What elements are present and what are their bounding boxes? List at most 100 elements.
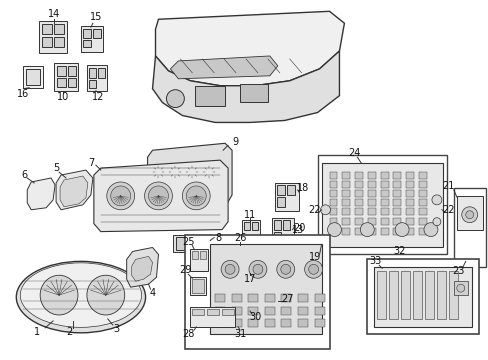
Bar (240, 84, 267, 102)
Bar (87, 65, 106, 91)
Bar (314, 307, 324, 315)
Bar (342, 218, 349, 225)
Bar (317, 155, 446, 255)
Bar (342, 208, 349, 215)
Bar (286, 185, 294, 195)
Ellipse shape (20, 263, 142, 327)
Bar (380, 218, 388, 225)
Bar (424, 271, 433, 319)
Bar (406, 199, 413, 206)
Polygon shape (152, 51, 339, 122)
Bar (271, 218, 293, 243)
Bar (297, 319, 307, 327)
Bar (242, 220, 260, 242)
Text: 23: 23 (452, 266, 464, 276)
Bar (248, 319, 258, 327)
Text: 17: 17 (244, 274, 256, 284)
Bar (412, 271, 421, 319)
Bar (367, 190, 375, 197)
Bar (282, 220, 289, 230)
Bar (380, 172, 388, 179)
Bar (248, 294, 258, 302)
Bar (98, 68, 104, 78)
Bar (222, 309, 234, 315)
Bar (329, 208, 337, 215)
Ellipse shape (152, 166, 164, 178)
Text: 27: 27 (281, 294, 293, 304)
Ellipse shape (111, 186, 130, 206)
Bar (42, 24, 52, 34)
Text: 11: 11 (244, 210, 256, 220)
Bar (329, 190, 337, 197)
Bar (406, 218, 413, 225)
Ellipse shape (461, 207, 477, 223)
Text: 10: 10 (57, 92, 69, 102)
Polygon shape (170, 56, 277, 79)
Bar (244, 222, 249, 230)
Bar (354, 218, 362, 225)
Polygon shape (27, 178, 55, 210)
Bar (406, 172, 413, 179)
Bar (248, 307, 258, 315)
Bar (342, 228, 349, 235)
Ellipse shape (320, 205, 330, 215)
Bar (393, 218, 401, 225)
Text: 29: 29 (179, 265, 191, 275)
Bar (81, 26, 102, 52)
Bar (273, 231, 280, 242)
Bar (200, 251, 206, 260)
Bar (231, 294, 241, 302)
Ellipse shape (144, 182, 172, 210)
Bar (393, 199, 401, 206)
Bar (393, 190, 401, 197)
Text: 5: 5 (53, 163, 59, 173)
Polygon shape (60, 176, 88, 207)
Bar (264, 307, 274, 315)
Bar (89, 80, 96, 88)
Polygon shape (94, 160, 227, 231)
Bar (380, 181, 388, 188)
Text: 26: 26 (233, 233, 246, 243)
Bar (215, 307, 224, 315)
Bar (276, 197, 284, 207)
Text: 25: 25 (182, 237, 194, 247)
Bar (42, 37, 52, 47)
Bar (190, 277, 206, 295)
Bar (354, 199, 362, 206)
Bar (83, 29, 91, 38)
Text: 14: 14 (48, 9, 60, 19)
Bar (93, 29, 101, 38)
Bar (354, 190, 362, 197)
Ellipse shape (394, 223, 408, 237)
Bar (251, 222, 257, 230)
Bar (367, 199, 375, 206)
Bar (329, 228, 337, 235)
Polygon shape (155, 11, 344, 86)
Bar (354, 172, 362, 179)
Ellipse shape (221, 260, 239, 278)
Text: 4: 4 (149, 288, 155, 298)
Bar (393, 172, 401, 179)
Bar (281, 307, 291, 315)
Text: 24: 24 (347, 148, 360, 158)
Bar (190, 249, 208, 271)
Bar (215, 294, 224, 302)
Bar (406, 181, 413, 188)
Bar (23, 66, 43, 88)
Text: 2: 2 (66, 327, 72, 337)
Bar (195, 86, 224, 105)
Ellipse shape (16, 261, 145, 333)
Text: 13: 13 (291, 225, 303, 235)
Polygon shape (56, 170, 93, 210)
Bar (190, 307, 235, 327)
Bar (342, 172, 349, 179)
Bar (342, 190, 349, 197)
Text: 18: 18 (296, 183, 308, 193)
Ellipse shape (148, 186, 168, 206)
Ellipse shape (169, 166, 181, 178)
Bar (448, 271, 457, 319)
Bar (26, 69, 40, 85)
Ellipse shape (186, 166, 198, 178)
Ellipse shape (304, 260, 322, 278)
Bar (54, 37, 64, 47)
